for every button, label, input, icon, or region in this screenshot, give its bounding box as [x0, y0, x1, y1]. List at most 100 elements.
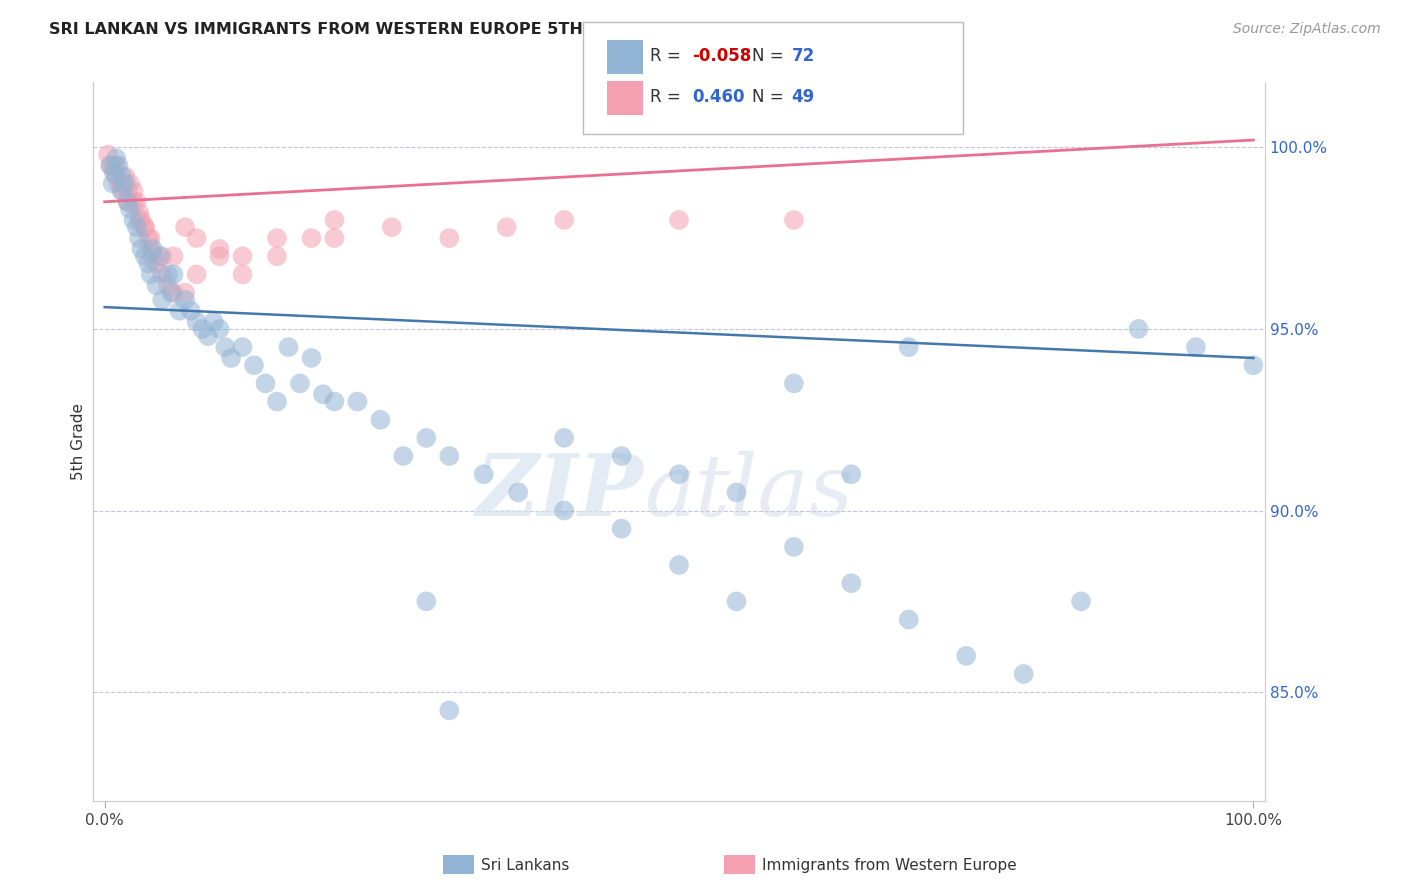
Point: [125, 220, 148, 235]
Point: [111, 177, 134, 191]
Point: [841, 576, 863, 591]
Point: [100, 158, 122, 172]
Point: [841, 467, 863, 482]
Point: [111, 169, 134, 184]
Point: [610, 522, 633, 536]
Point: [186, 315, 208, 329]
Point: [668, 558, 690, 572]
Text: atlas: atlas: [644, 450, 853, 533]
Point: [725, 594, 748, 608]
Point: [97, 147, 120, 161]
Point: [105, 151, 128, 165]
Point: [370, 413, 392, 427]
Point: [174, 293, 197, 307]
Point: [128, 213, 150, 227]
Text: Sri Lankans: Sri Lankans: [481, 858, 569, 872]
Point: [117, 194, 139, 209]
Point: [131, 242, 153, 256]
Point: [439, 231, 461, 245]
Text: R =: R =: [650, 47, 686, 65]
Point: [107, 177, 129, 191]
Point: [156, 278, 179, 293]
Point: [439, 703, 461, 717]
Text: -0.058: -0.058: [692, 47, 751, 65]
Point: [149, 249, 172, 263]
Text: ZIP: ZIP: [477, 450, 644, 533]
Text: Immigrants from Western Europe: Immigrants from Western Europe: [762, 858, 1017, 872]
Point: [955, 648, 977, 663]
Point: [323, 394, 346, 409]
Point: [415, 431, 437, 445]
Point: [160, 285, 183, 300]
Point: [266, 394, 288, 409]
Point: [266, 231, 288, 245]
Point: [668, 213, 690, 227]
Point: [111, 184, 134, 198]
Point: [103, 158, 125, 172]
Point: [142, 242, 165, 256]
Point: [301, 351, 323, 365]
Point: [301, 231, 323, 245]
Point: [392, 449, 415, 463]
Point: [202, 315, 225, 329]
Point: [231, 340, 253, 354]
Point: [1012, 667, 1035, 681]
Point: [208, 322, 231, 336]
Point: [162, 249, 184, 263]
Y-axis label: 5th Grade: 5th Grade: [72, 403, 86, 480]
Point: [288, 376, 311, 391]
Point: [508, 485, 530, 500]
Point: [495, 220, 517, 235]
Point: [243, 358, 266, 372]
Point: [312, 387, 335, 401]
Point: [139, 268, 162, 282]
Point: [117, 194, 139, 209]
Point: [897, 613, 920, 627]
Text: SRI LANKAN VS IMMIGRANTS FROM WESTERN EUROPE 5TH GRADE CORRELATION CHART: SRI LANKAN VS IMMIGRANTS FROM WESTERN EU…: [49, 22, 848, 37]
Point: [231, 249, 253, 263]
Point: [136, 231, 159, 245]
Point: [134, 249, 156, 263]
Point: [439, 449, 461, 463]
Point: [156, 268, 179, 282]
Point: [150, 293, 173, 307]
Point: [142, 249, 165, 263]
Point: [139, 231, 162, 245]
Point: [1185, 340, 1208, 354]
Point: [783, 376, 806, 391]
Point: [472, 467, 495, 482]
Point: [125, 194, 148, 209]
Point: [174, 285, 197, 300]
Text: N =: N =: [752, 47, 789, 65]
Point: [610, 449, 633, 463]
Point: [219, 351, 242, 365]
Point: [553, 431, 575, 445]
Point: [103, 166, 125, 180]
Point: [162, 285, 184, 300]
Point: [101, 177, 124, 191]
Point: [191, 322, 214, 336]
Point: [134, 220, 156, 235]
Point: [323, 231, 346, 245]
Point: [323, 213, 346, 227]
Point: [100, 158, 122, 172]
Text: N =: N =: [752, 88, 789, 106]
Point: [1128, 322, 1150, 336]
Text: Source: ZipAtlas.com: Source: ZipAtlas.com: [1233, 22, 1381, 37]
Text: 49: 49: [792, 88, 815, 106]
Point: [277, 340, 299, 354]
Point: [174, 220, 197, 235]
Point: [114, 177, 136, 191]
Point: [118, 177, 141, 191]
Point: [1070, 594, 1092, 608]
Point: [150, 268, 173, 282]
Point: [122, 194, 145, 209]
Point: [136, 256, 159, 270]
Point: [131, 213, 153, 227]
Text: R =: R =: [650, 88, 686, 106]
Point: [208, 242, 231, 256]
Point: [725, 485, 748, 500]
Point: [150, 249, 173, 263]
Point: [231, 268, 253, 282]
Point: [783, 540, 806, 554]
